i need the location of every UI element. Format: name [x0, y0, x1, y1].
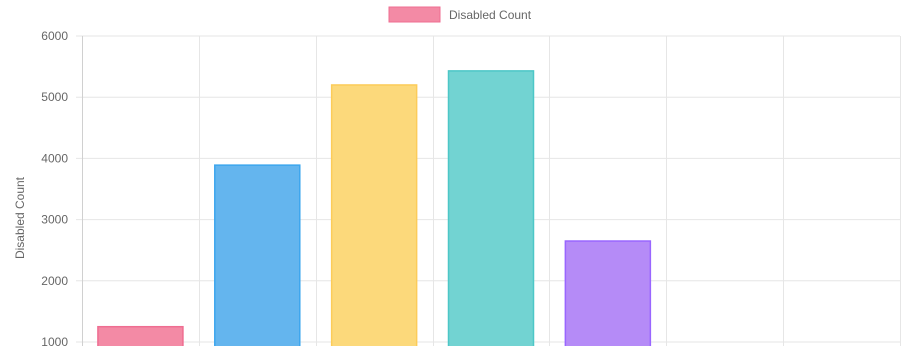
- y-axis-title: Disabled Count: [13, 176, 27, 259]
- legend[interactable]: Disabled Count: [389, 7, 532, 22]
- bar[interactable]: [98, 327, 183, 346]
- y-tick-label: 3000: [41, 213, 68, 227]
- y-tick-label: 6000: [41, 29, 68, 43]
- y-tick-label: 1000: [41, 335, 68, 346]
- y-tick-label: 2000: [41, 274, 68, 288]
- legend-swatch: [389, 7, 440, 22]
- y-tick-label: 4000: [41, 151, 68, 165]
- y-axis: 6000 5000 4000 3000 2000 1000: [41, 29, 68, 346]
- y-tick-label: 5000: [41, 90, 68, 104]
- bars: [98, 71, 650, 346]
- bar[interactable]: [332, 85, 417, 346]
- bar[interactable]: [215, 165, 300, 346]
- bar[interactable]: [449, 71, 534, 346]
- legend-label: Disabled Count: [449, 8, 532, 22]
- bar[interactable]: [565, 241, 650, 346]
